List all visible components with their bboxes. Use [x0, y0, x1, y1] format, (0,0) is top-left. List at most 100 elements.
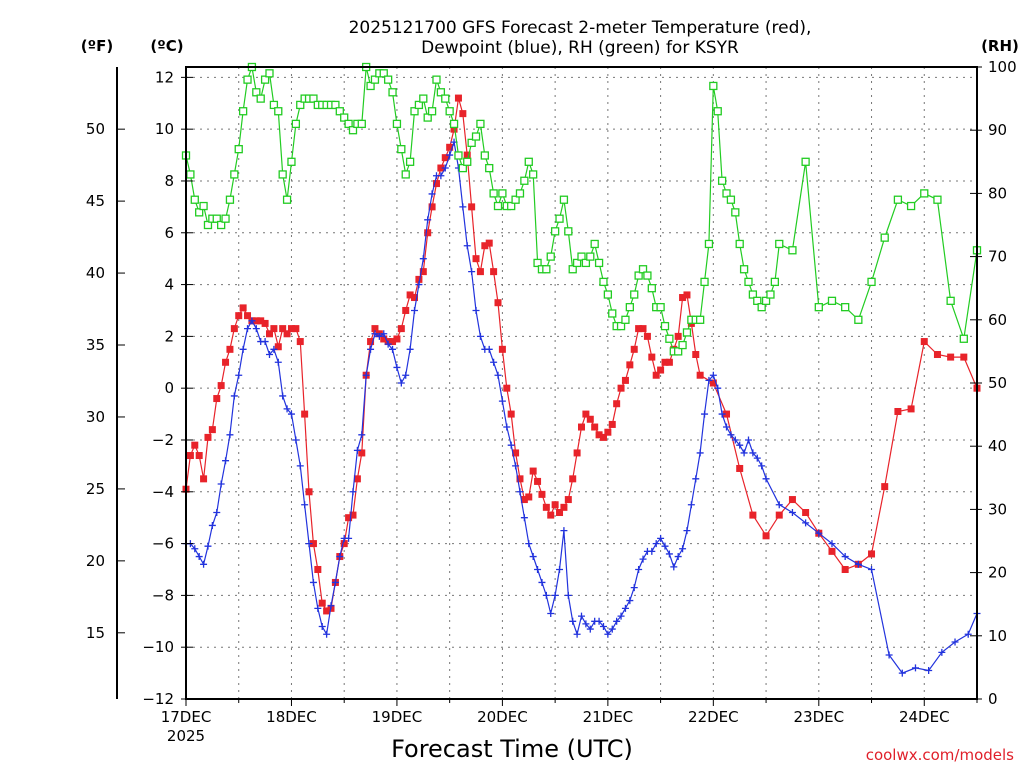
temperature-point	[802, 509, 810, 517]
dewpoint-point	[397, 379, 405, 387]
dewpoint-point	[586, 625, 594, 633]
relative-humidity-point	[814, 303, 823, 312]
relative-humidity-point	[696, 315, 705, 324]
dewpoint-point	[191, 545, 199, 553]
temperature-point	[463, 151, 471, 159]
dewpoint-point	[296, 462, 304, 470]
relative-humidity-point	[392, 119, 402, 129]
relative-humidity-point	[291, 119, 301, 129]
temperature-point	[459, 110, 467, 118]
relative-humidity-point	[449, 119, 459, 129]
time-tick-label: 23DEC	[794, 708, 845, 726]
dewpoint-point	[731, 436, 739, 444]
relative-humidity-point	[529, 170, 538, 179]
rh-tick-label: 70	[988, 248, 1007, 266]
dewpoint-point	[204, 542, 212, 550]
relative-humidity-point	[542, 265, 551, 274]
temperature-point	[358, 449, 366, 457]
relative-humidity-point	[423, 113, 432, 122]
dewpoint-point	[516, 488, 524, 496]
temperature-point	[309, 540, 317, 548]
relative-humidity-point	[713, 107, 722, 116]
relative-humidity-point	[401, 170, 410, 179]
relative-humidity-point	[195, 208, 204, 217]
dewpoint-point	[494, 371, 502, 379]
dewpoint-point	[406, 345, 414, 353]
x-axis-title: Forecast Time (UTC)	[391, 735, 633, 763]
dewpoint-point	[657, 534, 665, 542]
relative-humidity-point	[471, 132, 481, 141]
relative-humidity-point	[296, 100, 305, 110]
relative-humidity-point	[441, 94, 450, 103]
relative-humidity-point	[638, 265, 648, 274]
temperature-point	[920, 338, 928, 346]
dewpoint-point	[564, 591, 572, 599]
relative-humidity-point	[893, 195, 903, 204]
dewpoint-point	[490, 358, 498, 366]
rh-tick-label: 10	[988, 627, 1007, 645]
temperature-point	[696, 371, 704, 379]
dewpoint-point	[415, 281, 423, 289]
dewpoint-point	[309, 578, 317, 586]
dewpoint-point	[828, 540, 836, 548]
relative-humidity-point	[405, 157, 415, 166]
temperature-point	[213, 395, 221, 403]
temperature-line	[185, 97, 978, 612]
relative-humidity-point	[221, 214, 230, 223]
temperature-point	[252, 317, 260, 325]
relative-humidity-point	[432, 75, 441, 84]
relative-humidity-point	[555, 214, 564, 223]
relative-humidity-point	[309, 94, 318, 103]
temperature-point	[353, 475, 361, 483]
dewpoint-point	[898, 669, 906, 677]
dewpoint-point	[287, 410, 295, 418]
relative-humidity-point	[467, 138, 476, 147]
relative-humidity-point	[414, 100, 424, 110]
relative-humidity-point	[331, 100, 340, 110]
relative-humidity-point	[335, 107, 344, 116]
time-tick-label: 22DEC	[688, 708, 739, 726]
relative-humidity-point	[709, 81, 718, 91]
dewpoint-point	[279, 392, 287, 400]
relative-humidity-point	[419, 94, 428, 103]
relative-humidity-point	[410, 107, 419, 116]
relative-humidity-point	[775, 239, 784, 249]
relative-humidity-point	[186, 170, 195, 179]
rh-tick-label: 40	[988, 437, 1007, 455]
data-series	[181, 62, 982, 677]
relative-humidity-point	[660, 321, 670, 331]
dewpoint-point	[573, 630, 581, 638]
temperature-point	[450, 125, 458, 133]
temperature-point	[371, 325, 379, 333]
relative-humidity-point	[906, 201, 916, 211]
dewpoint-point	[446, 151, 454, 159]
celsius-axis: 12 10 8 6 4 2 0 −2 −4 −6 −8 −10 −12	[142, 68, 193, 708]
dewpoint-point	[195, 553, 203, 561]
relative-humidity-point	[841, 303, 850, 312]
temperature-point	[380, 335, 388, 343]
rh-tick-label: 50	[988, 374, 1007, 392]
temperature-point	[749, 511, 757, 519]
dewpoint-point	[507, 441, 515, 449]
celsius-tick-label: 8	[164, 172, 174, 190]
dewpoint-point	[599, 622, 607, 630]
dewpoint-point	[736, 441, 744, 449]
relative-humidity-point	[568, 265, 577, 274]
relative-humidity-point	[234, 145, 243, 154]
relative-humidity-point	[436, 88, 446, 97]
temperature-point	[494, 299, 502, 307]
temperature-point	[621, 376, 629, 384]
dewpoint-point	[252, 325, 260, 333]
dewpoint-point	[723, 423, 731, 431]
time-tick-label: 20DEC	[477, 708, 528, 726]
temperature-point	[578, 423, 585, 431]
relative-humidity-point	[827, 296, 837, 305]
relative-humidity-point	[199, 201, 208, 211]
temperature-point	[270, 325, 278, 333]
temperature-point	[626, 361, 634, 369]
dewpoint-series	[182, 138, 981, 677]
temperature-point	[507, 410, 515, 418]
dewpoint-point	[393, 363, 401, 371]
dewpoint-point	[213, 509, 221, 517]
